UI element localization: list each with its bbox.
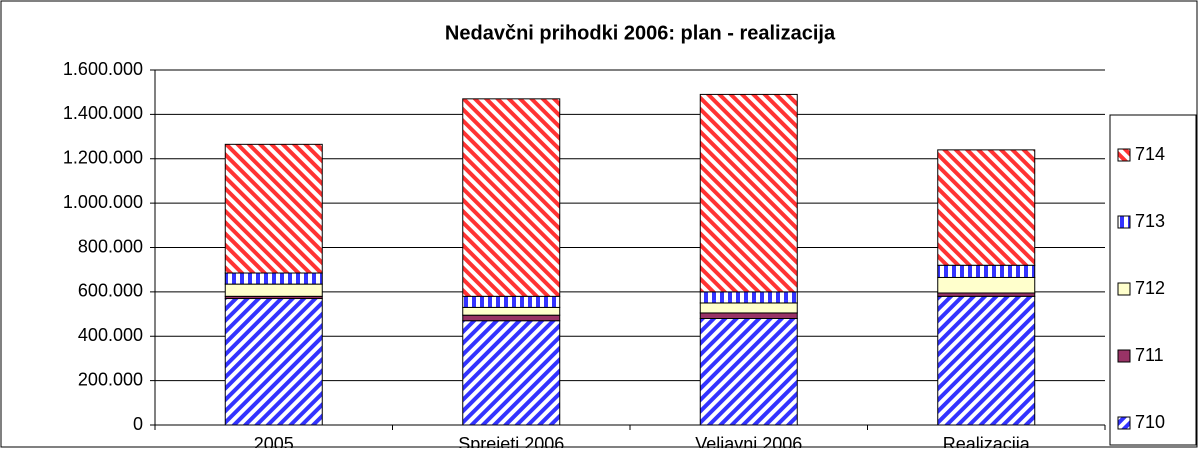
bar-segment <box>699 93 798 293</box>
legend-label: 713 <box>1135 211 1165 231</box>
bar-segment <box>699 291 798 304</box>
bar-segment <box>699 318 798 426</box>
legend-swatch <box>1117 416 1131 430</box>
y-tick-label: 800.000 <box>78 236 143 256</box>
legend-swatch <box>1117 349 1131 363</box>
y-tick-label: 600.000 <box>78 281 143 301</box>
bar-segment <box>462 98 561 297</box>
bar-segment <box>699 302 798 314</box>
bar-segment <box>937 264 1036 278</box>
bar-segment <box>224 283 323 297</box>
y-tick-label: 0 <box>133 414 143 434</box>
bar-segment <box>462 306 561 316</box>
y-tick-label: 1.200.000 <box>63 148 143 168</box>
bar-segment <box>462 314 561 322</box>
bar-segment <box>937 149 1036 266</box>
x-tick-label: Sprejeti 2006 <box>458 434 564 448</box>
y-tick-label: 1.600.000 <box>63 59 143 79</box>
bar-segment <box>937 276 1036 294</box>
chart-title: Nedavčni prihodki 2006: plan - realizaci… <box>445 22 836 44</box>
y-tick-label: 200.000 <box>78 369 143 389</box>
bar-segment <box>462 295 561 308</box>
legend-box <box>1109 114 1197 446</box>
legend-label: 712 <box>1135 278 1165 298</box>
legend-label: 710 <box>1135 412 1165 432</box>
x-tick-label: Realizacija <box>943 434 1031 448</box>
bar-segment <box>699 312 798 319</box>
x-tick-label: 2005 <box>254 434 294 448</box>
y-tick-label: 400.000 <box>78 325 143 345</box>
x-tick-label: Veljavni 2006 <box>695 434 802 448</box>
bar-segment <box>224 298 323 426</box>
legend-swatch <box>1117 282 1131 296</box>
legend-label: 711 <box>1135 345 1164 365</box>
bar-segment <box>937 295 1036 426</box>
legend-label: 714 <box>1135 144 1165 164</box>
y-tick-label: 1.000.000 <box>63 192 143 212</box>
y-tick-label: 1.400.000 <box>63 103 143 123</box>
bar-segment <box>224 272 323 285</box>
legend-swatch <box>1117 148 1131 162</box>
bar-segment <box>462 320 561 426</box>
legend-swatch <box>1117 215 1131 229</box>
bar-segment <box>224 143 323 274</box>
